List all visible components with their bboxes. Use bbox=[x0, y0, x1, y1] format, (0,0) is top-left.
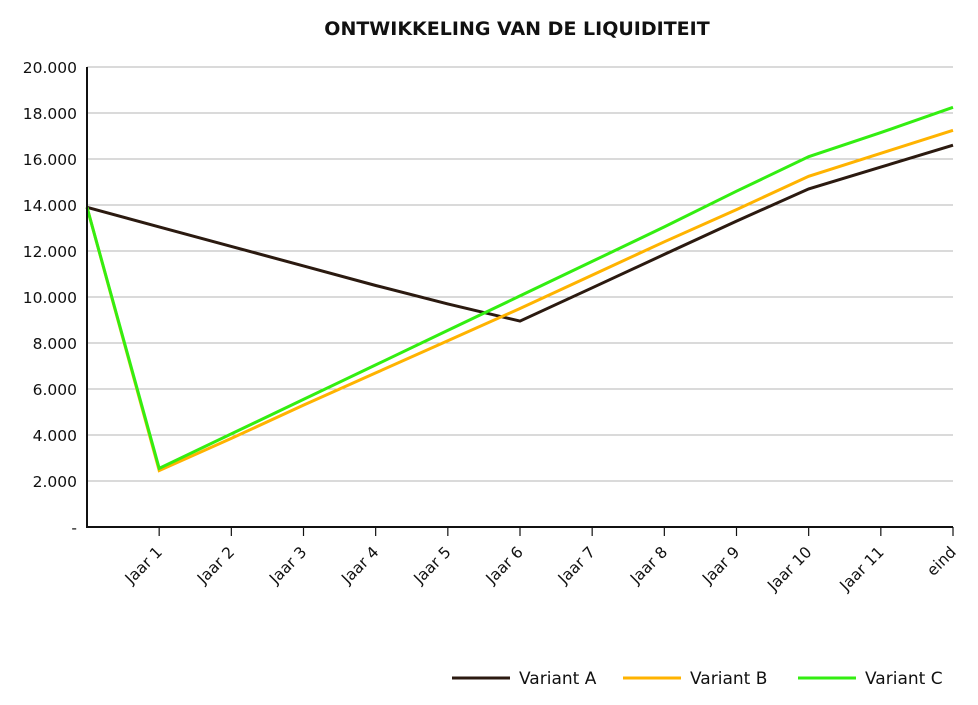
y-tick-label: - bbox=[71, 519, 77, 537]
y-axis-ticks: - 2.000 4.000 6.000 8.000 10.000 12.000 14.000 1… bbox=[23, 59, 77, 537]
x-tick-label: Jaar 4 bbox=[337, 543, 382, 588]
y-tick-label: 2.000 bbox=[33, 473, 77, 491]
y-tick-label: 14.000 bbox=[23, 197, 77, 215]
series-line-variant-a bbox=[86, 143, 954, 323]
y-tick-label: 4.000 bbox=[33, 427, 77, 445]
gridlines bbox=[87, 66, 953, 482]
x-tick-label: Jaar 9 bbox=[698, 543, 743, 588]
x-axis-ticks: Jaar 1 Jaar 2 Jaar 3 Jaar 4 Jaar 5 Jaar 6 Jaar… bbox=[121, 527, 960, 595]
x-tick-label: Jaar 2 bbox=[193, 543, 238, 588]
x-tick-label: Jaar 5 bbox=[410, 543, 455, 588]
y-tick-label: 18.000 bbox=[23, 105, 77, 123]
legend-label: Variant C bbox=[865, 669, 943, 689]
legend-label: Variant A bbox=[519, 669, 597, 689]
y-tick-label: 6.000 bbox=[33, 381, 77, 399]
series-lines bbox=[85, 105, 954, 473]
series-line-variant-b bbox=[85, 128, 954, 473]
x-tick-label: Jaar 7 bbox=[554, 543, 599, 588]
y-tick-label: 8.000 bbox=[33, 335, 77, 353]
y-tick-label: 20.000 bbox=[23, 59, 77, 77]
y-tick-label: 10.000 bbox=[23, 289, 77, 307]
x-tick-label: Jaar 1 bbox=[121, 543, 166, 588]
series-line-variant-c bbox=[85, 105, 954, 471]
x-tick-label: Jaar 6 bbox=[482, 543, 527, 588]
x-tick-label: eind bbox=[923, 543, 959, 579]
y-tick-label: 12.000 bbox=[23, 243, 77, 261]
x-tick-label: Jaar 8 bbox=[626, 543, 671, 588]
chart-title: ONTWIKKELING VAN DE LIQUIDITEIT bbox=[324, 18, 709, 40]
legend: Variant A Variant B Variant C bbox=[452, 669, 943, 689]
axes bbox=[86, 67, 953, 528]
legend-label: Variant B bbox=[690, 669, 767, 689]
x-tick-label: Jaar 3 bbox=[265, 543, 310, 588]
x-tick-label: Jaar 10 bbox=[763, 543, 815, 595]
x-tick-label: Jaar 11 bbox=[836, 543, 888, 595]
y-tick-label: 16.000 bbox=[23, 151, 77, 169]
